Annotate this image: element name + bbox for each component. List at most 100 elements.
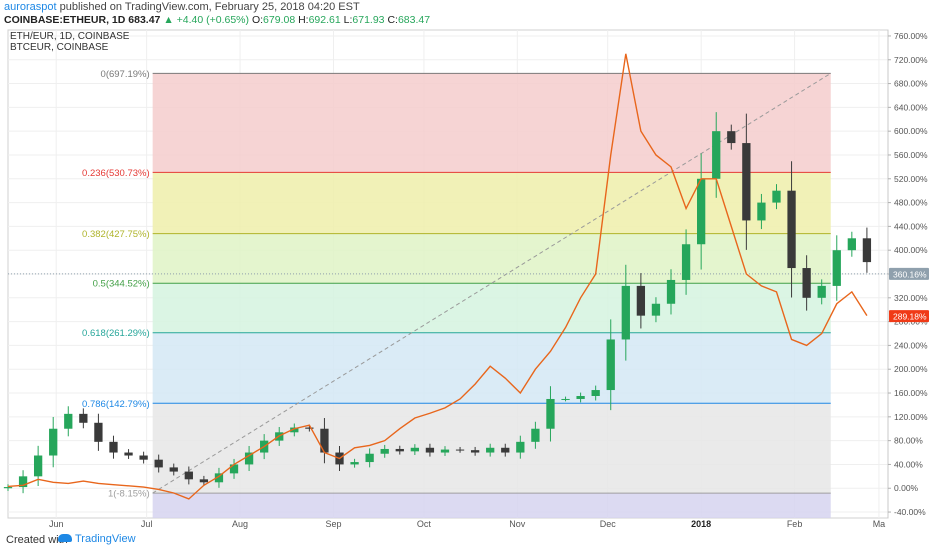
eth-price-badge-bg (889, 267, 929, 280)
candle-body (606, 339, 615, 391)
fib-label-0.382: 0.382(427.75%) (82, 229, 150, 240)
x-tick-label: Jun (49, 519, 64, 529)
published-text: published on TradingView.com, February 2… (59, 1, 360, 13)
candle-body (440, 449, 450, 453)
candle-body (636, 285, 646, 316)
x-tick-label: 2018 (691, 519, 711, 529)
candle-body (651, 303, 661, 316)
chart-header: auroraspot published on TradingView.com,… (0, 0, 932, 30)
author-link[interactable]: auroraspot (4, 1, 57, 13)
candle-body (94, 422, 103, 442)
y-tick-label: 0.00% (894, 483, 919, 493)
candle-body (124, 452, 133, 456)
candle-body (365, 453, 374, 463)
x-tick-label: Dec (600, 519, 617, 529)
candle-body (380, 448, 389, 454)
candle-body (455, 449, 465, 451)
candle-body (501, 447, 510, 453)
x-tick-label: Ma (873, 519, 886, 529)
candle-body (320, 428, 329, 453)
candle-body (109, 441, 118, 453)
candle-body (244, 452, 254, 465)
y-tick-label: -40.00% (894, 507, 926, 517)
fib-zone-0.382 (152, 233, 831, 284)
last-price: 683.47 (128, 14, 161, 26)
x-tick-label: Oct (417, 519, 432, 529)
candle-body (199, 479, 209, 483)
candle-body (410, 447, 419, 452)
candle-body (470, 450, 480, 453)
candle-body (154, 459, 163, 468)
x-tick-label: Feb (787, 519, 803, 529)
candle-body (64, 413, 73, 429)
candle-body (561, 398, 570, 400)
candle-body (757, 202, 766, 221)
candle-body (305, 427, 314, 429)
y-tick-label: 520.00% (894, 174, 928, 184)
candle-body (18, 476, 28, 488)
y-tick-label: 760.00% (894, 31, 928, 41)
candle-body (350, 462, 359, 465)
candle-body (546, 398, 555, 429)
y-tick-label: 160.00% (894, 388, 928, 398)
fib-label-0.5: 0.5(344.52%) (93, 279, 150, 290)
y-tick-label: 480.00% (894, 198, 928, 208)
legend-compare-series[interactable]: BTCEUR, COINBASE (10, 42, 109, 53)
candle-body (229, 464, 239, 474)
candle-body (184, 471, 193, 480)
candle-body (712, 131, 721, 179)
tradingview-logo[interactable]: TradingView (58, 533, 136, 545)
x-tick-label: Aug (232, 519, 248, 529)
y-tick-label: 120.00% (894, 412, 928, 422)
y-tick-label: 240.00% (894, 340, 928, 350)
candle-body (576, 396, 585, 399)
y-tick-label: 560.00% (894, 150, 928, 160)
btc-price-badge-bg (889, 310, 929, 323)
y-tick-label: 720.00% (894, 55, 928, 65)
y-tick-label: 40.00% (894, 459, 923, 469)
candle-body (847, 238, 856, 251)
price-change: ▲ +4.40 (+0.65%) (163, 14, 250, 26)
series-legend: ETH/EUR, 1D, COINBASE BTCEUR, COINBASE (10, 31, 129, 53)
publication-line: auroraspot published on TradingView.com,… (4, 1, 360, 13)
fib-label-1: 1(-8.15%) (108, 489, 150, 500)
btc-price-badge-label: 289.18% (893, 312, 927, 322)
y-tick-label: 440.00% (894, 221, 928, 231)
candle-body (742, 143, 751, 221)
candle-body (787, 190, 796, 269)
candle-body (666, 279, 676, 304)
legend-main-series[interactable]: ETH/EUR, 1D, COINBASE (10, 31, 130, 42)
btc-line (7, 53, 868, 500)
fib-zone-0.236 (152, 172, 831, 234)
fib-zone-below-1 (152, 493, 831, 518)
fib-zone-0 (152, 73, 831, 173)
y-tick-label: 680.00% (894, 79, 928, 89)
x-tick-label: Nov (509, 519, 526, 529)
candle-body (395, 448, 404, 452)
candle-body (290, 427, 299, 433)
y-tick-label: 400.00% (894, 245, 928, 255)
x-tick-label: Sep (325, 519, 341, 529)
y-tick-label: 600.00% (894, 126, 928, 136)
y-tick-label: 80.00% (894, 436, 923, 446)
candle-body (486, 447, 495, 453)
candle-body (139, 455, 148, 460)
x-tick-label: Jul (141, 519, 153, 529)
fib-label-0.236: 0.236(530.73%) (82, 168, 150, 179)
fib-zone-0.5 (152, 283, 831, 333)
eth-price-badge-label: 360.16% (893, 269, 927, 279)
fib-label-0: 0(697.19%) (101, 69, 150, 80)
candle-body (817, 285, 826, 298)
created-with-text: Created with (6, 534, 68, 546)
tradingview-cloud-icon (58, 534, 72, 542)
candle-body (3, 487, 13, 489)
candle-body (33, 455, 43, 477)
candle-body (531, 428, 540, 442)
chart-footer: Created with TradingView (0, 530, 932, 550)
ohlc-values: O:679.08 H:692.61 L:671.93 C:683.47 (251, 14, 431, 26)
y-tick-label: 320.00% (894, 293, 928, 303)
candle-body (727, 131, 736, 144)
fib-label-0.618: 0.618(261.29%) (82, 328, 150, 339)
candle-body (802, 268, 811, 298)
